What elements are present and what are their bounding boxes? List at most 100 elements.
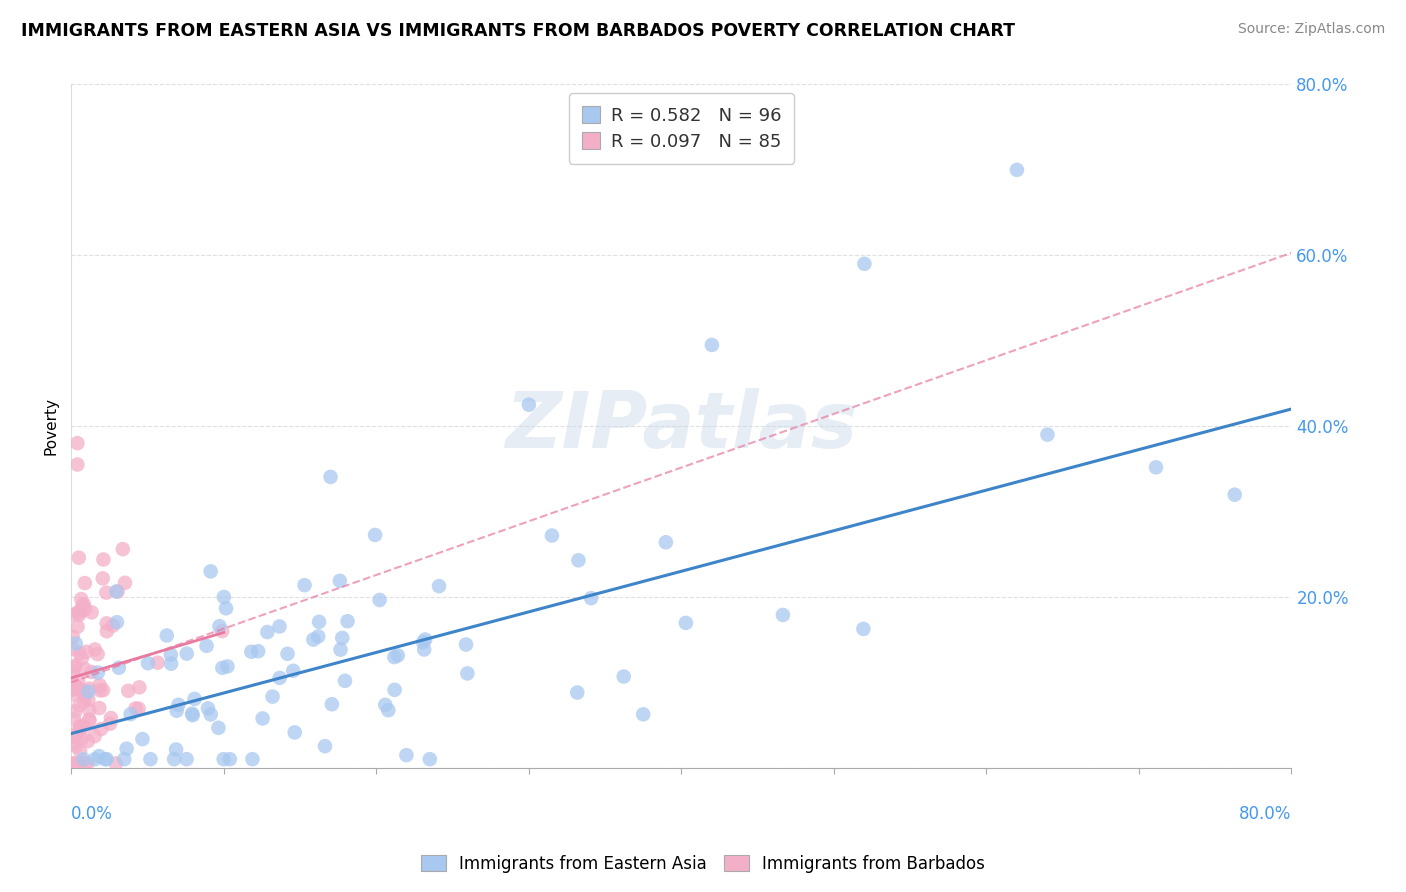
Point [77, 684, 100, 698]
Point [65, 636, 87, 650]
Point [319, 470, 342, 484]
Point [66, 725, 89, 739]
Point [156, 628, 179, 642]
Point [89, 678, 111, 692]
Point [77, 693, 100, 707]
Point [114, 575, 136, 590]
Point [314, 739, 336, 753]
Point [87, 665, 110, 680]
Text: 0.0%: 0.0% [72, 805, 114, 823]
Point [75, 602, 97, 616]
Point [200, 707, 222, 722]
Text: 80.0%: 80.0% [1239, 805, 1292, 823]
Point [329, 574, 352, 588]
Point [96, 616, 118, 631]
Point [395, 748, 418, 763]
Point [75, 645, 97, 659]
Point [167, 698, 190, 712]
Point [240, 645, 263, 659]
Point [541, 528, 564, 542]
Point [211, 624, 233, 639]
Point [419, 752, 441, 766]
Point [294, 578, 316, 592]
Point [69, 722, 91, 736]
Point [139, 752, 162, 766]
Point [93, 552, 115, 566]
Point [67, 605, 90, 619]
Point [91, 571, 114, 585]
Point [321, 697, 343, 711]
Point [212, 590, 235, 604]
Point [96, 624, 118, 639]
Point [67, 550, 90, 565]
Point [90, 722, 112, 736]
Point [62, 676, 84, 690]
Point [307, 630, 329, 644]
Point [67, 673, 90, 688]
Point [79, 714, 101, 728]
Point [86, 647, 108, 661]
Point [218, 752, 240, 766]
Point [72, 686, 94, 700]
Point [91, 683, 114, 698]
Point [333, 673, 356, 688]
Point [181, 708, 204, 723]
Point [79, 703, 101, 717]
Point [387, 648, 409, 663]
Point [65, 739, 87, 754]
Point [80, 665, 103, 679]
Point [73, 597, 96, 611]
Point [67, 607, 90, 622]
Point [112, 752, 135, 766]
Point [105, 615, 128, 630]
Point [772, 607, 794, 622]
Point [215, 601, 238, 615]
Point [427, 579, 450, 593]
Point [195, 639, 218, 653]
Point [412, 635, 434, 649]
Point [63, 607, 86, 622]
Point [67, 681, 90, 695]
Point [368, 593, 391, 607]
Point [70, 731, 93, 746]
Point [69, 719, 91, 733]
Point [567, 685, 589, 699]
Point [73, 576, 96, 591]
Point [567, 553, 589, 567]
Point [63, 730, 86, 744]
Point [128, 701, 150, 715]
Point [69, 646, 91, 660]
Point [382, 650, 405, 665]
Point [77, 681, 100, 696]
Point [76, 734, 98, 748]
Point [117, 683, 139, 698]
Point [655, 535, 678, 549]
Point [62, 687, 84, 701]
Point [217, 659, 239, 673]
Point [62, 630, 84, 644]
Point [160, 648, 183, 662]
Point [94, 752, 117, 766]
Point [111, 542, 134, 557]
Point [136, 657, 159, 671]
Point [131, 732, 153, 747]
Point [89, 683, 111, 698]
Point [66, 620, 89, 634]
Point [63, 658, 86, 673]
Point [456, 666, 478, 681]
Point [128, 681, 150, 695]
Point [67, 681, 90, 696]
Point [330, 631, 353, 645]
Point [176, 647, 198, 661]
Legend: Immigrants from Eastern Asia, Immigrants from Barbados: Immigrants from Eastern Asia, Immigrants… [415, 848, 991, 880]
Point [120, 707, 142, 722]
Point [283, 664, 305, 678]
Point [73, 689, 96, 703]
Point [200, 565, 222, 579]
Text: Source: ZipAtlas.com: Source: ZipAtlas.com [1237, 22, 1385, 37]
Point [63, 756, 86, 771]
Point [83, 729, 105, 743]
Point [413, 642, 436, 657]
Point [212, 752, 235, 766]
Point [208, 619, 231, 633]
